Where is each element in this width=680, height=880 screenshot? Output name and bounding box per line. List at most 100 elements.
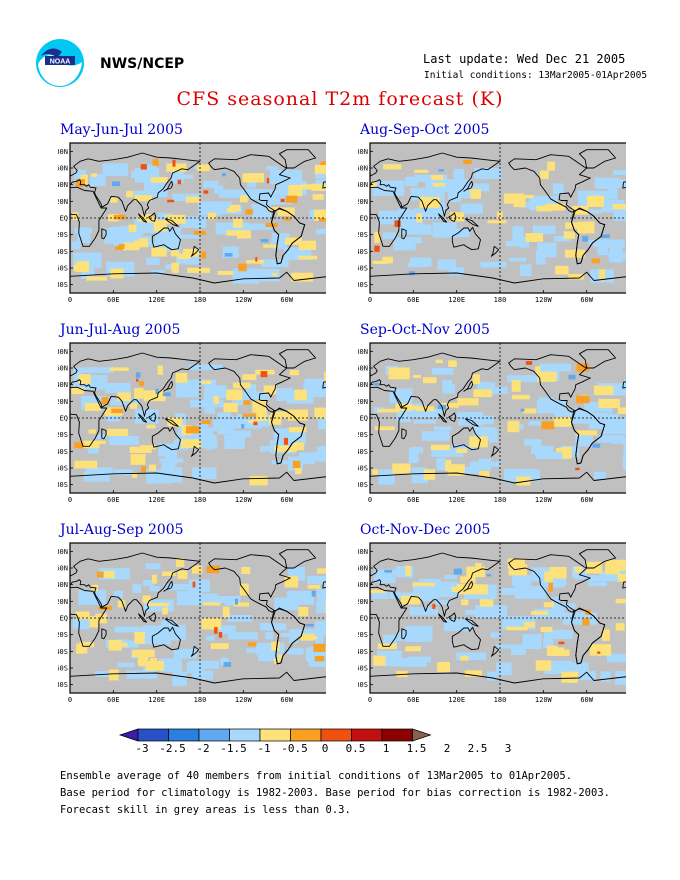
lon-label: 60E	[407, 696, 420, 704]
lat-label: 20N	[58, 198, 68, 206]
lat-label: 60N	[58, 565, 68, 573]
lon-label: 120E	[148, 496, 165, 504]
lon-label: 0	[68, 496, 72, 504]
initial-conditions: Initial conditions: 13Mar2005-01Apr2005	[424, 70, 648, 81]
lat-label: EQ	[60, 215, 68, 223]
panel-title: Sep-Oct-Nov 2005	[360, 322, 490, 338]
colorbar-segment	[320, 728, 352, 742]
agency-label: NWS/NCEP	[100, 56, 185, 72]
colorbar-segment	[412, 728, 432, 742]
lat-label: 20N	[358, 398, 368, 406]
colorbar-segment	[137, 728, 169, 742]
lon-label: 180	[194, 696, 207, 704]
lat-label: 80S	[58, 681, 68, 689]
lat-label: 80S	[358, 281, 368, 289]
lon-label: 0	[368, 296, 372, 304]
lat-label: 20N	[358, 598, 368, 606]
colorbar-segment	[381, 728, 413, 742]
lon-label: 60W	[580, 696, 593, 704]
lat-label: 20N	[58, 398, 68, 406]
forecast-map: 80N 60N 40N 20N EQ 20S 40S 60S 80S0 60E 120E 180 120…	[58, 142, 326, 304]
lat-label: 40N	[358, 581, 368, 589]
lat-label: 80N	[358, 548, 368, 556]
panel-title: Oct-Nov-Dec 2005	[360, 522, 491, 538]
forecast-map: 80N 60N 40N 20N EQ 20S 40S 60S 80S0 60E 120E 180 120…	[58, 342, 326, 504]
lat-label: 40S	[58, 448, 68, 456]
lon-label: 60E	[407, 296, 420, 304]
lat-label: 80N	[58, 548, 68, 556]
map-panel: Jun-Jul-Aug 2005 80N 60N 40N 20N EQ 20S 40S 60S…	[58, 322, 368, 504]
lon-label: 180	[194, 296, 207, 304]
lat-label: 80S	[58, 481, 68, 489]
lat-label: 20S	[358, 431, 368, 439]
colorbar-label: -2.5	[159, 742, 186, 755]
lon-label: 180	[194, 496, 207, 504]
lat-label: 60N	[358, 365, 368, 373]
lat-label: EQ	[60, 615, 68, 623]
lon-label: 60W	[580, 496, 593, 504]
colorbar-label: 2	[444, 742, 451, 755]
lon-label: 0	[68, 696, 72, 704]
colorbar-label: -0.5	[281, 742, 308, 755]
panel-title: May-Jun-Jul 2005	[60, 122, 183, 138]
lat-label: 60N	[358, 165, 368, 173]
lat-label: 60S	[58, 465, 68, 473]
lon-label: 60E	[107, 496, 120, 504]
colorbar-label: -2	[196, 742, 209, 755]
lat-label: 80N	[358, 148, 368, 156]
colorbar-segment	[290, 728, 322, 742]
lat-label: 80N	[58, 348, 68, 356]
lat-label: 80S	[358, 481, 368, 489]
lat-label: 40S	[358, 648, 368, 656]
footer-line: Base period for climatology is 1982-2003…	[60, 787, 610, 799]
map-panel: Oct-Nov-Dec 2005 80N 60N 40N 20N EQ 20S 40S 60S…	[358, 522, 668, 704]
lat-label: 40N	[58, 581, 68, 589]
lon-label: 0	[68, 296, 72, 304]
forecast-map: 80N 60N 40N 20N EQ 20S 40S 60S 80S0 60E 120E 180 120…	[358, 542, 626, 704]
colorbar-segment	[229, 728, 261, 742]
colorbar-label: -1.5	[220, 742, 247, 755]
lon-label: 120W	[535, 296, 553, 304]
forecast-map: 80N 60N 40N 20N EQ 20S 40S 60S 80S0 60E 120E 180 120…	[58, 542, 326, 704]
lat-label: 80N	[358, 348, 368, 356]
lat-label: 20N	[358, 198, 368, 206]
lat-label: EQ	[360, 215, 368, 223]
lon-label: 60W	[280, 296, 293, 304]
panel-title: Jul-Aug-Sep 2005	[60, 522, 184, 538]
lon-label: 120E	[448, 696, 465, 704]
colorbar-segment	[168, 728, 200, 742]
lat-label: 40S	[58, 648, 68, 656]
lon-label: 0	[368, 696, 372, 704]
lat-label: 40N	[358, 181, 368, 189]
lat-label: 60S	[358, 465, 368, 473]
lon-label: 180	[494, 296, 507, 304]
lat-label: 40S	[358, 448, 368, 456]
lat-label: 60S	[358, 665, 368, 673]
panel-title: Aug-Sep-Oct 2005	[360, 122, 490, 138]
lat-label: 80S	[358, 681, 368, 689]
lon-label: 60W	[580, 296, 593, 304]
svg-text:NOAA: NOAA	[50, 59, 71, 66]
lon-label: 120W	[235, 496, 253, 504]
lat-label: 20S	[358, 231, 368, 239]
lat-label: EQ	[360, 415, 368, 423]
lat-label: 60N	[58, 165, 68, 173]
lat-label: EQ	[360, 615, 368, 623]
lat-label: 20S	[358, 631, 368, 639]
footer-line: Forecast skill in grey areas is less tha…	[60, 804, 351, 816]
colorbar: -3 -2.5 -2 -1.5 -1 -0.5 0 0.5 1 1.5 2 2.5 3	[118, 728, 511, 755]
colorbar-label: 1.5	[407, 742, 427, 755]
footer-line: Ensemble average of 40 members from init…	[60, 770, 573, 782]
lon-label: 60E	[107, 296, 120, 304]
lat-label: 80N	[58, 148, 68, 156]
lat-label: 20S	[58, 431, 68, 439]
lon-label: 0	[368, 496, 372, 504]
lat-label: 20S	[58, 231, 68, 239]
colorbar-label: 0	[322, 742, 329, 755]
map-panel: Jul-Aug-Sep 2005 80N 60N 40N 20N EQ 20S 40S 60S…	[58, 522, 368, 704]
lat-label: 80S	[58, 281, 68, 289]
footer-notes: Ensemble average of 40 members from init…	[60, 768, 610, 819]
lat-label: 20N	[58, 598, 68, 606]
lon-label: 120W	[535, 696, 553, 704]
lon-label: 120W	[235, 296, 253, 304]
